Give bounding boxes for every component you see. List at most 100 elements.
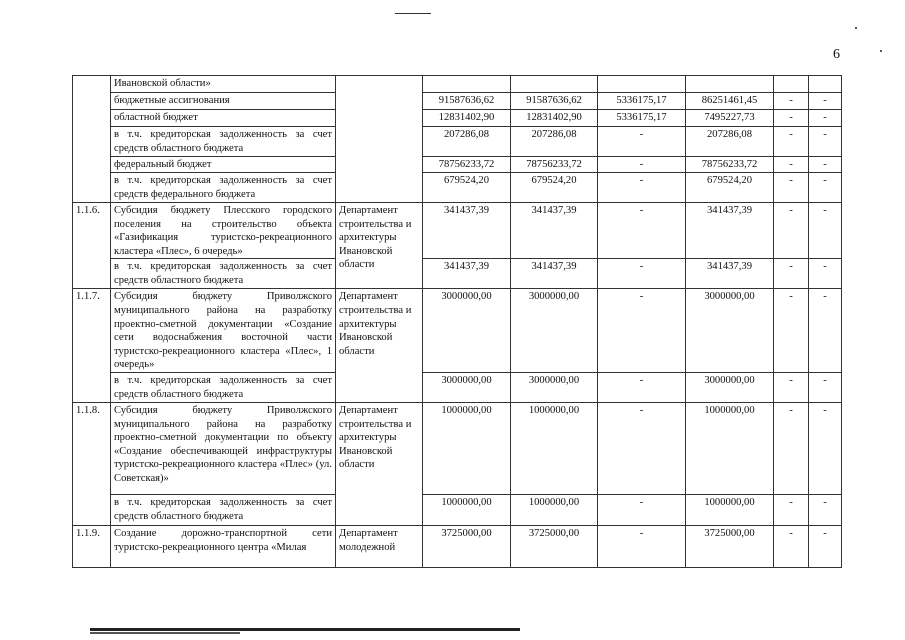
dash-cell: - [773, 493, 809, 526]
dash-cell: - [773, 288, 809, 373]
table-row: областной бюджет 12831402,90 12831402,90 53… [73, 109, 842, 127]
dash-cell: - [808, 288, 842, 373]
amount-cell: - [597, 201, 686, 260]
dash-cell: - [773, 258, 809, 290]
amount-cell: - [597, 126, 686, 157]
amount-cell: 1000000,00 [685, 493, 774, 526]
dash-cell [773, 75, 809, 93]
amount-cell: 5336175,17 [597, 109, 686, 127]
description-cell: федеральный бюджет [110, 156, 336, 173]
dash-cell: - [808, 126, 842, 157]
table-row: Ивановской области» [72, 75, 842, 203]
amount-cell: 341437,39 [510, 201, 598, 260]
dash-cell: - [773, 92, 809, 110]
amount-cell: 679524,20 [422, 172, 511, 203]
amount-cell: 12831402,90 [422, 109, 511, 127]
table-row: бюджетные ассигнования 91587636,62 9158763… [73, 92, 842, 110]
description-cell: Субсидия бюджету Приволжского муниципаль… [110, 401, 336, 495]
amount-cell: 78756233,72 [685, 156, 774, 173]
department-cell: Департамент строительства и архитектуры … [335, 288, 423, 403]
description-cell: Ивановской области» [110, 75, 336, 93]
amount-cell: 207286,08 [685, 126, 774, 157]
amount-cell: 3000000,00 [510, 371, 598, 403]
amount-cell: 341437,39 [510, 258, 598, 290]
amount-cell [597, 75, 686, 93]
amount-cell: - [597, 524, 686, 568]
description-cell: Создание дорожно-транспортной сети турис… [110, 524, 336, 568]
description-cell: Субсидия бюджету Плесского городского по… [110, 201, 336, 260]
amount-cell [422, 75, 511, 93]
item-number-cell: 1.1.9. [72, 524, 111, 568]
item-number-cell: 1.1.8. [72, 401, 111, 526]
header-rule [395, 13, 431, 14]
department-cell [335, 75, 423, 203]
dash-cell: - [808, 156, 842, 173]
item-number-cell: 1.1.7. [72, 288, 111, 403]
scan-speck [880, 50, 882, 52]
amount-cell: 3000000,00 [685, 371, 774, 403]
table-row: в т.ч. кредиторская задолженность за сче… [73, 172, 842, 203]
amount-cell: 341437,39 [422, 201, 511, 260]
amount-cell: 3725000,00 [510, 524, 598, 568]
amount-cell: 3725000,00 [685, 524, 774, 568]
dash-cell: - [773, 371, 809, 403]
amount-cell: 1000000,00 [685, 401, 774, 495]
dash-cell: - [773, 201, 809, 260]
amount-cell: - [597, 156, 686, 173]
amount-cell [510, 75, 598, 93]
dash-cell: - [808, 92, 842, 110]
amount-cell: - [597, 493, 686, 526]
description-cell: бюджетные ассигнования [110, 92, 336, 110]
dash-cell: - [773, 109, 809, 127]
amount-cell: - [597, 371, 686, 403]
dash-cell: - [808, 524, 842, 568]
table-row: в т.ч. кредиторская задолженность за сче… [73, 126, 842, 157]
table-row: 1.1.6. Субсидия бюджету Плесского городск… [72, 201, 842, 290]
dash-cell: - [773, 524, 809, 568]
dash-cell: - [773, 126, 809, 157]
amount-cell: 3000000,00 [685, 288, 774, 373]
description-cell: в т.ч. кредиторская задолженность за сче… [110, 126, 336, 157]
amount-cell: - [597, 288, 686, 373]
table-row: 1.1.7. Субсидия бюджету Приволжского муни… [72, 288, 842, 403]
amount-cell: 341437,39 [422, 258, 511, 290]
amount-cell: 1000000,00 [422, 493, 511, 526]
amount-cell: 86251461,45 [685, 92, 774, 110]
amount-cell: 1000000,00 [422, 401, 511, 495]
dash-cell: - [808, 371, 842, 403]
amount-cell: 91587636,62 [422, 92, 511, 110]
table-row: 1.1.8. Субсидия бюджету Приволжского муни… [72, 401, 842, 526]
table-row: в т.ч. кредиторская задолженность за сче… [73, 258, 842, 290]
amount-cell: 78756233,72 [422, 156, 511, 173]
amount-cell: 3000000,00 [422, 371, 511, 403]
table-row: в т.ч. кредиторская задолженность за сче… [73, 371, 842, 403]
table-row: 1.1.9. Создание дорожно-транспортной сети… [72, 524, 842, 568]
description-cell: Субсидия бюджету Приволжского муниципаль… [110, 288, 336, 373]
dash-cell: - [773, 401, 809, 495]
amount-cell: - [597, 258, 686, 290]
amount-cell: 12831402,90 [510, 109, 598, 127]
amount-cell: 91587636,62 [510, 92, 598, 110]
amount-cell: 207286,08 [422, 126, 511, 157]
amount-cell: 3725000,00 [422, 524, 511, 568]
amount-cell: 7495227,73 [685, 109, 774, 127]
amount-cell: 5336175,17 [597, 92, 686, 110]
dash-cell [808, 75, 842, 93]
amount-cell: - [597, 172, 686, 203]
amount-cell: 1000000,00 [510, 401, 598, 495]
department-cell: Департамент молодежной [335, 524, 423, 568]
dash-cell: - [808, 172, 842, 203]
table-row: в т.ч. кредиторская задолженность за сче… [73, 493, 842, 526]
amount-cell: 3000000,00 [422, 288, 511, 373]
dash-cell: - [808, 493, 842, 526]
amount-cell: 3000000,00 [510, 288, 598, 373]
description-cell: в т.ч. кредиторская задолженность за сче… [110, 493, 336, 526]
amount-cell: 341437,39 [685, 258, 774, 290]
amount-cell: 78756233,72 [510, 156, 598, 173]
table-row: федеральный бюджет 78756233,72 78756233,72… [73, 156, 842, 173]
number-cell [72, 75, 111, 203]
amount-cell: 1000000,00 [510, 493, 598, 526]
amount-cell: 341437,39 [685, 201, 774, 260]
description-cell: в т.ч. кредиторская задолженность за сче… [110, 371, 336, 403]
amount-cell: 679524,20 [510, 172, 598, 203]
